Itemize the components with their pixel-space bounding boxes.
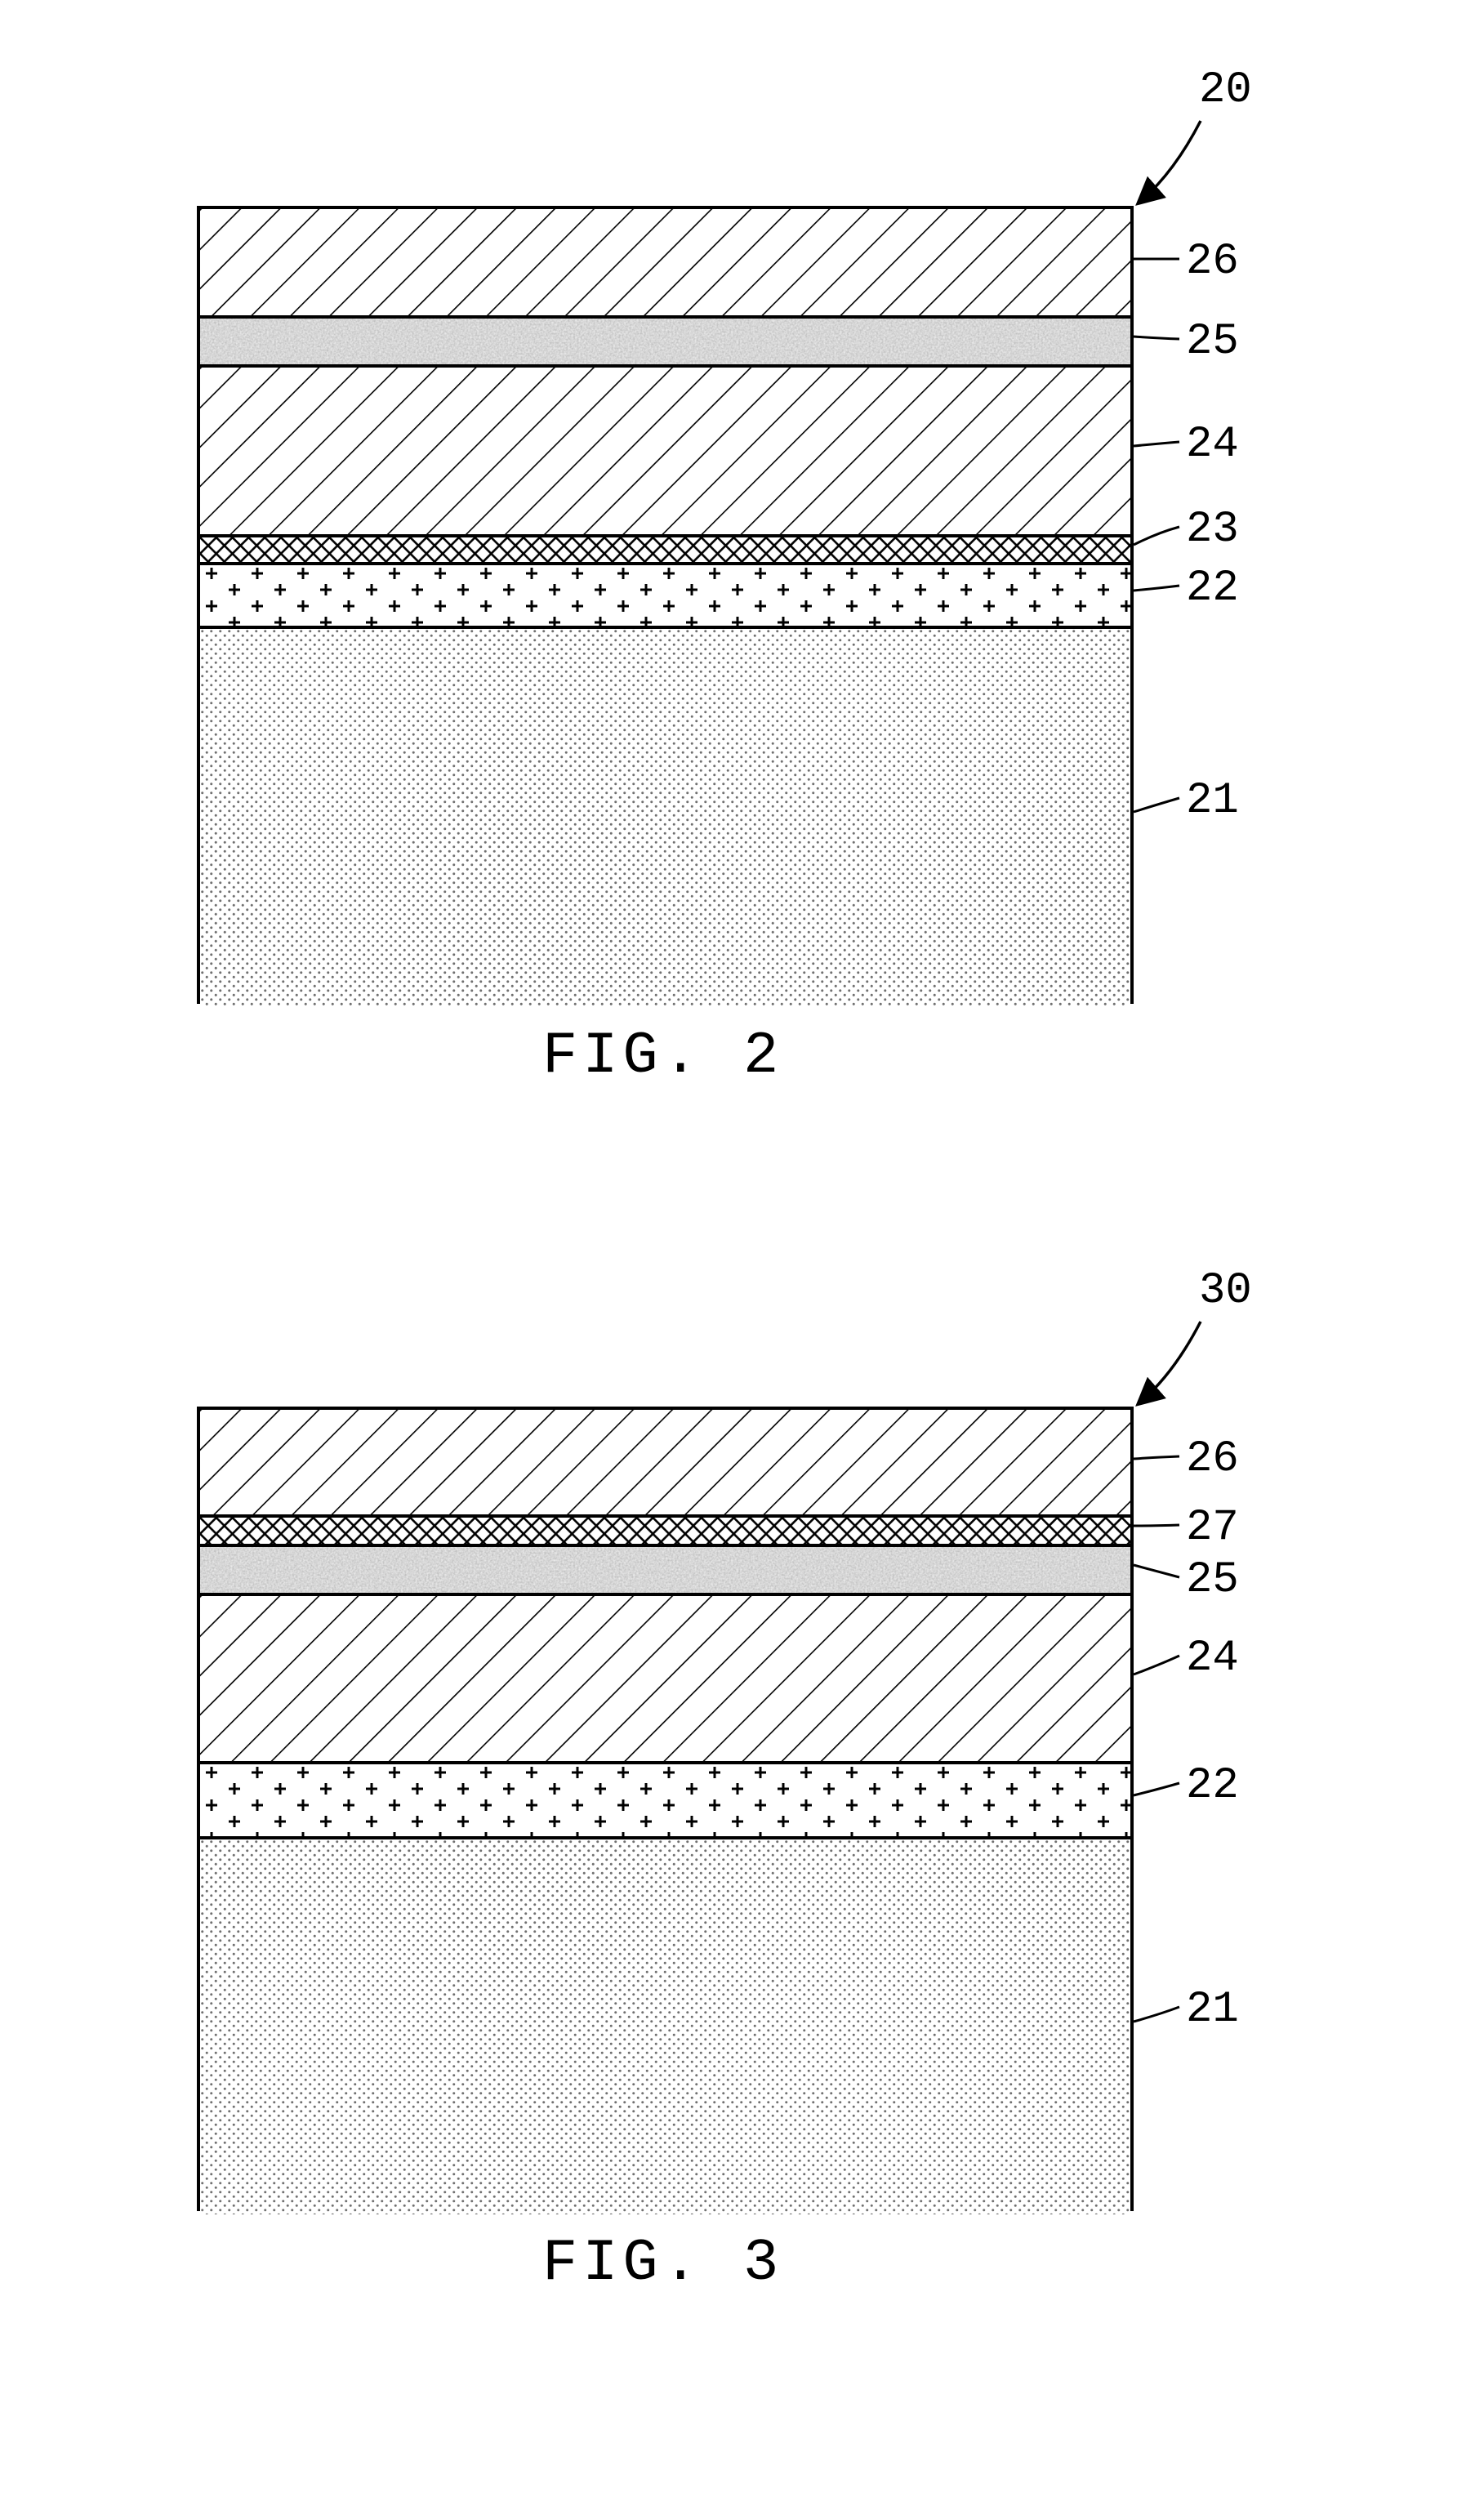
layer-label-22: 22 xyxy=(1186,1761,1239,1811)
layer-label-25: 25 xyxy=(1186,1555,1239,1605)
layer-label-21: 21 xyxy=(1186,1985,1239,2035)
layer-leaders-fig3 xyxy=(0,0,1484,2287)
layer-label-26: 26 xyxy=(1186,1434,1239,1484)
figure-3: 30 26 27 25 24 22 21 FIG. 3 xyxy=(0,0,937,805)
figure-caption: FIG. 3 xyxy=(542,2230,783,2297)
layer-label-27: 27 xyxy=(1186,1503,1239,1553)
layer-label-24: 24 xyxy=(1186,1634,1239,1683)
